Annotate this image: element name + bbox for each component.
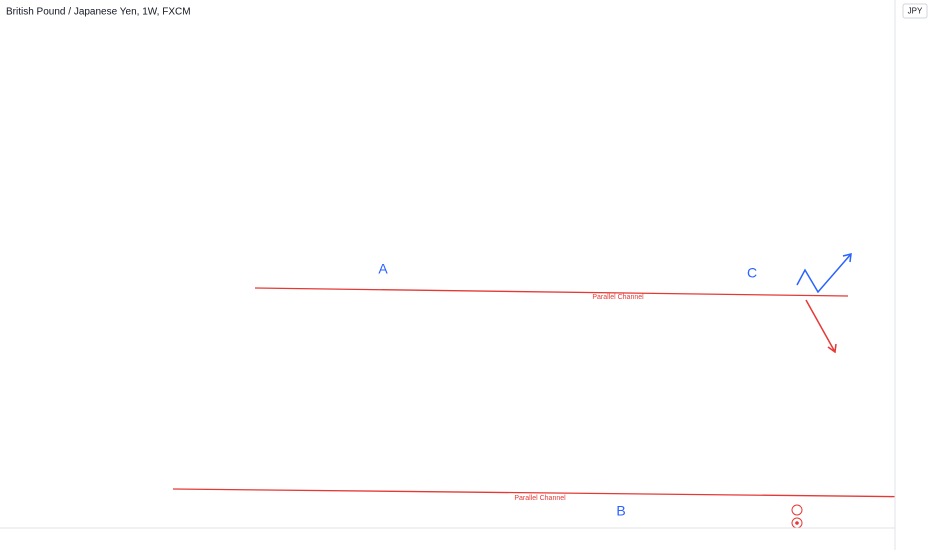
projection-arrow (805, 299, 836, 353)
chart-title: British Pound / Japanese Yen, 1W, FXCM (6, 7, 191, 18)
currency-label: JPY (908, 7, 923, 16)
currency-button[interactable] (902, 3, 928, 19)
arrow-head (842, 253, 852, 263)
drawings: Parallel Channel Parallel Channel A B C (172, 253, 932, 529)
channel-line (172, 488, 932, 498)
point-label: C (747, 265, 757, 281)
price-axis (895, 0, 932, 550)
channel-label: Parallel Channel (592, 294, 644, 301)
channel-label: Parallel Channel (514, 495, 566, 502)
event-icon[interactable] (791, 504, 803, 516)
projection-arrow (796, 253, 852, 294)
point-label: A (378, 261, 388, 277)
event-icon (795, 521, 799, 525)
channel-line (254, 287, 849, 297)
point-label: B (616, 503, 625, 519)
arrow-head (827, 343, 837, 354)
